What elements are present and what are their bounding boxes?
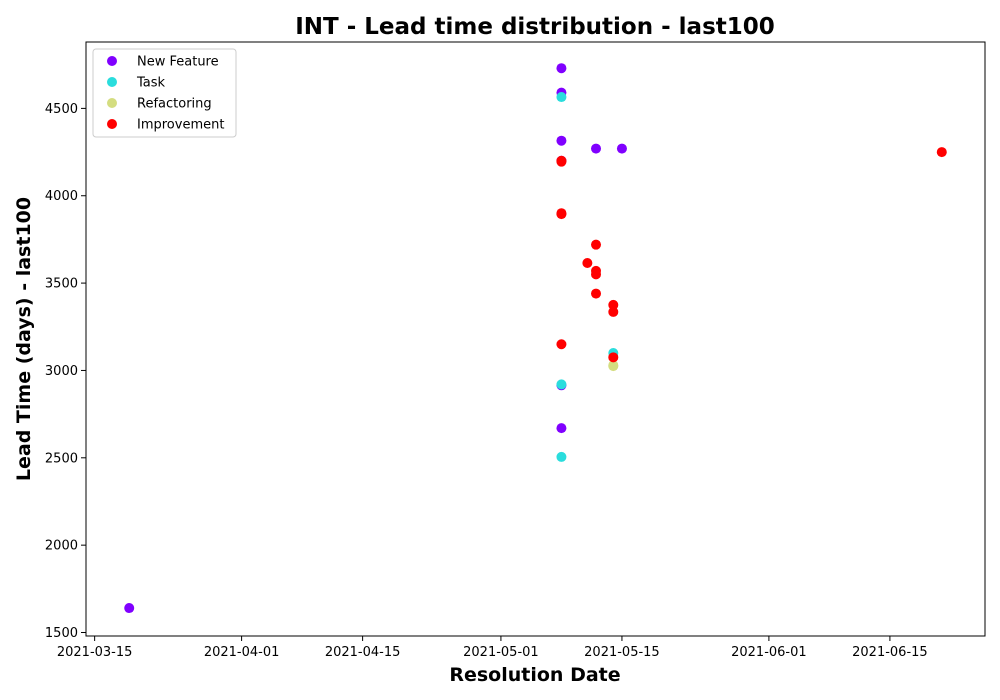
y-tick-label: 3000 [45, 364, 78, 379]
legend-marker [107, 77, 117, 87]
data-point [556, 379, 567, 390]
legend-marker [107, 98, 117, 108]
x-tick-label: 2021-04-01 [204, 645, 280, 660]
data-point [936, 147, 947, 158]
y-tick-label: 4000 [45, 189, 78, 204]
data-point [591, 239, 602, 250]
data-point [556, 155, 567, 166]
y-tick-label: 3500 [45, 277, 78, 292]
legend-label: Refactoring [137, 97, 212, 112]
data-point [582, 258, 593, 269]
data-point [556, 209, 567, 220]
y-tick-label: 2500 [45, 451, 78, 466]
y-tick-label: 1500 [45, 626, 78, 641]
y-tick-label: 4500 [45, 102, 78, 117]
data-point [616, 143, 627, 154]
data-point [556, 63, 567, 74]
x-axis: 2021-03-15 2021-04-01 2021-04-15 2021-05-01… [57, 636, 928, 660]
y-tick-label: 2000 [45, 539, 78, 554]
x-axis-label: Resolution Date [449, 664, 620, 686]
data-point [124, 603, 135, 614]
legend-marker [107, 119, 117, 129]
legend-label: Task [136, 76, 166, 91]
data-point [591, 269, 602, 280]
data-point [556, 423, 567, 434]
scatter-points [124, 63, 947, 614]
data-point [608, 306, 619, 317]
plot-area [85, 41, 986, 637]
data-point [591, 288, 602, 299]
x-tick-label: 2021-06-15 [852, 645, 928, 660]
legend: New Feature Task Refactoring Improvement [92, 48, 237, 138]
data-point [556, 92, 567, 103]
data-point [556, 339, 567, 350]
x-tick-label: 2021-06-01 [731, 645, 807, 660]
x-tick-label: 2021-03-15 [57, 645, 133, 660]
data-point [591, 143, 602, 154]
y-axis-label: Lead Time (days) - last100 [13, 197, 35, 481]
data-point [556, 135, 567, 146]
chart-title: INT - Lead time distribution - last100 [295, 14, 775, 40]
y-axis: 1500 2000 2500 3000 3500 4000 4500 [45, 102, 86, 641]
x-tick-label: 2021-04-15 [325, 645, 401, 660]
data-point [608, 361, 619, 372]
data-point [608, 352, 619, 363]
data-point [556, 451, 567, 462]
legend-box [92, 48, 237, 138]
legend-label: New Feature [137, 55, 219, 70]
x-tick-label: 2021-05-15 [584, 645, 660, 660]
data-point [608, 299, 619, 310]
x-tick-label: 2021-05-01 [463, 645, 539, 660]
legend-label: Improvement [137, 118, 224, 133]
legend-marker [107, 56, 117, 66]
